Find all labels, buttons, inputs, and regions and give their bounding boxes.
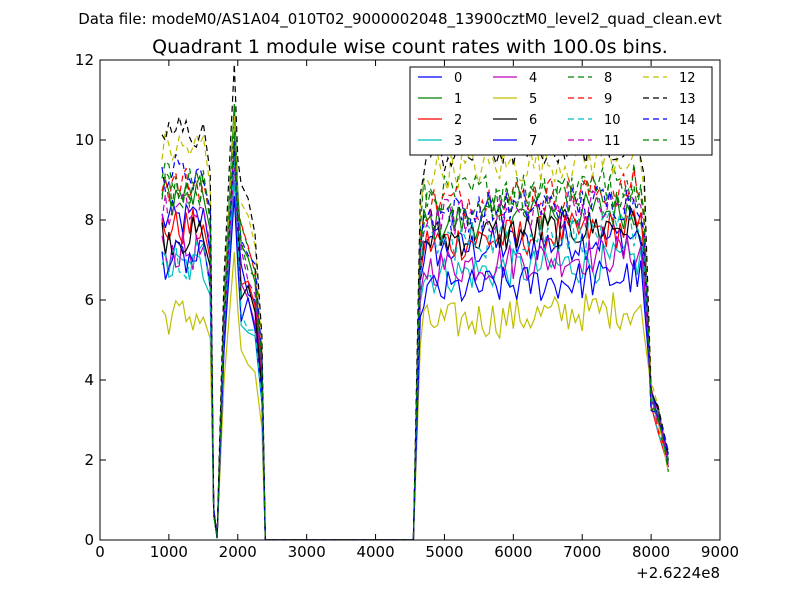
legend-label-14: 14 bbox=[679, 113, 696, 128]
y-tick-label: 8 bbox=[84, 211, 94, 229]
legend-label-3: 3 bbox=[454, 134, 462, 149]
y-tick-label: 6 bbox=[84, 291, 94, 309]
legend-label-1: 1 bbox=[454, 92, 462, 107]
legend-label-11: 11 bbox=[604, 134, 621, 149]
series-line-10 bbox=[161, 155, 669, 540]
x-tick-label: 4000 bbox=[356, 543, 394, 561]
chart-suptitle: Data file: modeM0/AS1A04_010T02_90000020… bbox=[78, 10, 722, 29]
x-axis: 0 1000 2000 3000 4000 5000 6000 7000 8000 9000 bbox=[95, 60, 739, 561]
plot-area: 0 1000 2000 3000 4000 5000 6000 7000 8000 9000 0 2… bbox=[75, 51, 739, 582]
chart-title: Quadrant 1 module wise count rates with … bbox=[152, 36, 668, 58]
x-tick-label: 6000 bbox=[494, 543, 532, 561]
legend-label-2: 2 bbox=[454, 113, 462, 128]
y-tick-label: 10 bbox=[75, 131, 94, 149]
x-axis-offset-label: +2.6224e8 bbox=[636, 564, 720, 582]
legend-label-4: 4 bbox=[529, 71, 537, 86]
y-tick-label: 4 bbox=[84, 371, 94, 389]
x-tick-label: 2000 bbox=[219, 543, 257, 561]
legend-label-15: 15 bbox=[679, 134, 696, 149]
x-tick-label: 9000 bbox=[701, 543, 739, 561]
legend-label-9: 9 bbox=[604, 92, 612, 107]
legend-label-10: 10 bbox=[604, 113, 621, 128]
series-line-11 bbox=[161, 139, 669, 540]
legend-label-6: 6 bbox=[529, 113, 537, 128]
series-group bbox=[161, 63, 669, 540]
x-tick-label: 3000 bbox=[288, 543, 326, 561]
y-tick-label: 2 bbox=[84, 451, 94, 469]
legend-label-8: 8 bbox=[604, 71, 612, 86]
y-tick-label: 0 bbox=[84, 531, 94, 549]
series-line-14 bbox=[161, 139, 669, 540]
series-line-15 bbox=[161, 131, 669, 540]
legend-label-13: 13 bbox=[679, 92, 696, 107]
legend-label-5: 5 bbox=[529, 92, 537, 107]
x-tick-label: 8000 bbox=[632, 543, 670, 561]
legend-label-0: 0 bbox=[454, 71, 462, 86]
x-tick-label: 7000 bbox=[563, 543, 601, 561]
legend-box bbox=[409, 66, 713, 156]
legend-label-12: 12 bbox=[679, 71, 696, 86]
legend-label-7: 7 bbox=[529, 134, 537, 149]
x-tick-label: 5000 bbox=[425, 543, 463, 561]
x-tick-label: 1000 bbox=[150, 543, 188, 561]
y-tick-label: 12 bbox=[75, 51, 94, 69]
x-tick-label: 0 bbox=[95, 543, 105, 561]
